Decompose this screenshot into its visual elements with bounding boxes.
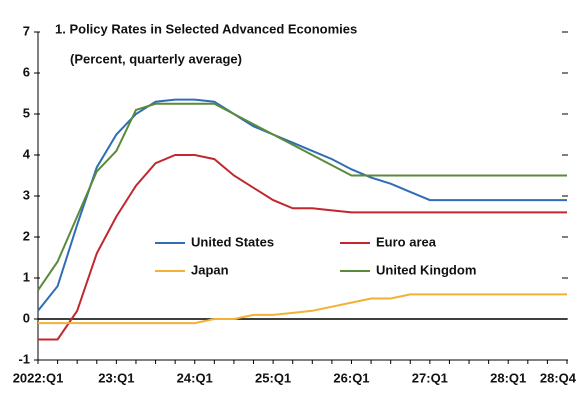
x-tick-label: 24:Q1 [177,370,213,385]
legend-label: United Kingdom [376,262,476,277]
y-tick-label: 6 [23,64,30,79]
x-tick-label: 2022:Q1 [13,370,64,385]
y-tick-label: 5 [23,105,30,120]
y-tick-label: 7 [23,23,30,38]
y-tick-label: 1 [23,269,30,284]
y-tick-label: 2 [23,228,30,243]
x-tick-label: 28:Q1 [490,370,526,385]
chart-subtitle: (Percent, quarterly average) [70,51,242,66]
y-tick-label: 3 [23,187,30,202]
legend-label: Japan [191,262,229,277]
x-tick-label: 25:Q1 [255,370,291,385]
legend-label: Euro area [376,234,437,249]
y-tick-label: -1 [18,351,30,366]
x-tick-label: 26:Q1 [333,370,369,385]
legend-label: United States [191,234,274,249]
series-line [38,154,567,341]
chart-title: 1. Policy Rates in Selected Advanced Eco… [55,21,357,36]
x-tick-label: 28:Q4 [540,370,577,385]
y-tick-label: 4 [23,146,31,161]
x-tick-label: 27:Q1 [412,370,448,385]
series-line [38,293,567,325]
y-tick-label: 0 [23,310,30,325]
x-tick-label: 23:Q1 [98,370,134,385]
series-line [37,102,567,291]
series-line [37,98,567,312]
